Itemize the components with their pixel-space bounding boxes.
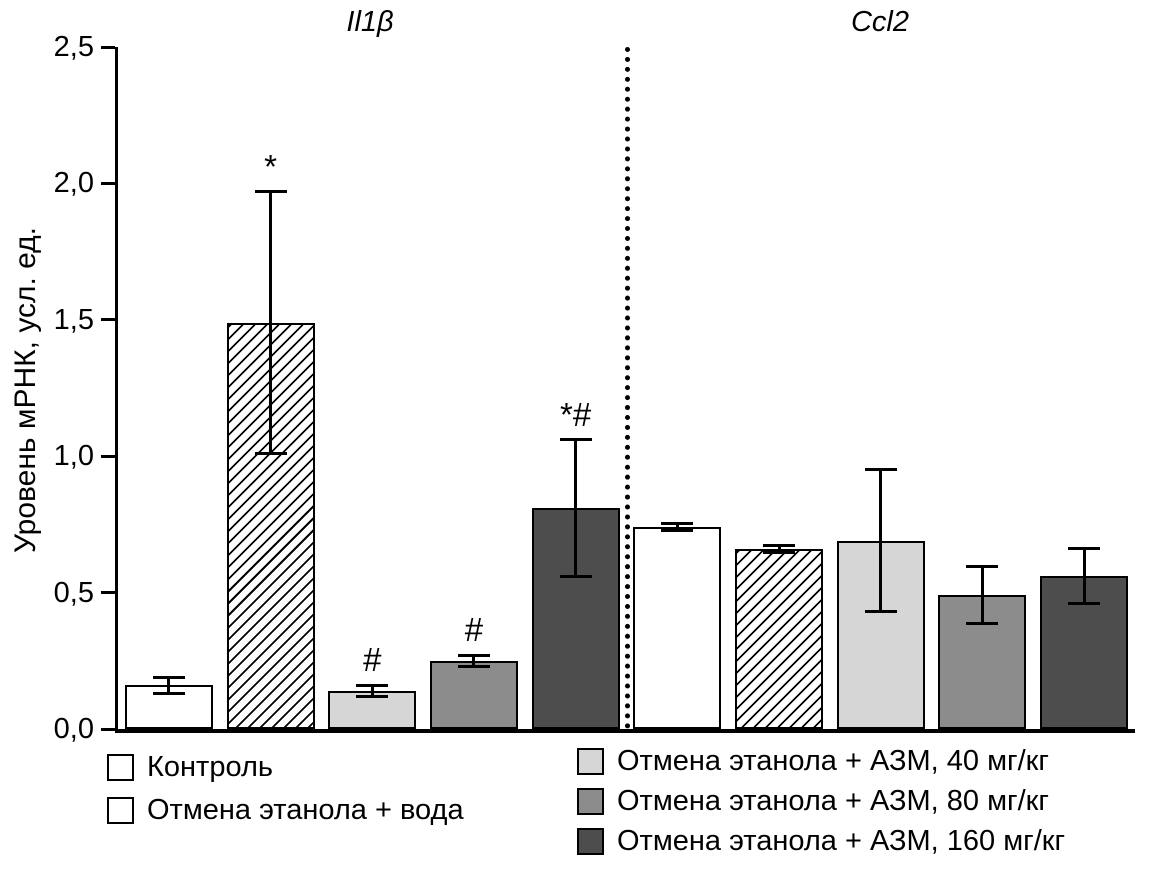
legend-swatch-azm-40	[577, 748, 604, 775]
y-axis-tick-label: 1,5	[53, 303, 94, 336]
significance-annotation: *#	[560, 395, 592, 433]
error-bar-line	[472, 655, 476, 667]
error-bar-cap	[661, 528, 694, 532]
legend-item-azm-40: Отмена этанола + АЗМ, 40 мг/кг	[577, 746, 1065, 777]
group-title-ccl2: Ccl2	[850, 6, 909, 38]
legend-swatch-azm-80	[577, 788, 604, 815]
error-bar-cap	[763, 544, 796, 548]
error-bar-cap	[966, 565, 999, 569]
error-bar-cap	[254, 451, 287, 455]
error-bar-line	[167, 677, 171, 694]
legend-column-right: Отмена этанола + АЗМ, 40 мг/кг Отмена эт…	[577, 746, 1065, 857]
error-bar-line	[777, 545, 781, 553]
significance-annotation: #	[464, 611, 484, 649]
error-bar-cap	[559, 438, 592, 442]
legend-item-control: Контроль	[107, 752, 464, 783]
group-separator-line	[625, 47, 630, 729]
legend-column-left: Контроль Отмена этанола + вода	[107, 752, 464, 826]
legend-swatch-azm-160	[577, 828, 604, 855]
significance-annotation: #	[363, 641, 382, 679]
y-axis-label: Уровень мРНК, усл. ед.	[9, 226, 42, 554]
error-bar-line	[370, 685, 374, 697]
error-bar-cap	[1068, 602, 1101, 606]
y-axis-tick-label: 1,0	[53, 440, 94, 473]
bar	[429, 660, 518, 729]
bar	[735, 548, 824, 729]
y-axis-tick-label: 2,5	[53, 31, 94, 63]
legend-label-azm-160: Отмена этанола + АЗМ, 160 мг/кг	[617, 825, 1066, 857]
error-bar-cap	[966, 622, 999, 626]
error-bar-cap	[864, 610, 897, 614]
error-bar-cap	[152, 675, 185, 679]
error-bar-line	[1082, 548, 1086, 604]
y-axis-tick	[101, 181, 115, 185]
error-bar-cap	[864, 468, 897, 472]
error-bar-cap	[1068, 547, 1101, 551]
error-bar-line	[269, 191, 273, 454]
y-axis-tick-label: 0,0	[53, 713, 94, 745]
legend-item-ethanol-water: Отмена этанола + вода	[107, 795, 464, 826]
error-bar-line	[980, 566, 984, 624]
legend-swatch-ethanol-water	[107, 797, 134, 824]
legend-label-ethanol-water: Отмена этанола + вода	[147, 794, 464, 826]
legend-item-azm-80: Отмена этанола + АЗМ, 80 мг/кг	[577, 786, 1065, 817]
y-axis-tick	[101, 318, 115, 322]
group-title-il1b: Il1β	[346, 6, 394, 38]
error-bar-cap	[254, 190, 287, 194]
legend-label-control: Контроль	[147, 751, 273, 783]
error-bar-cap	[356, 683, 389, 687]
legend-label-azm-40: Отмена этанола + АЗМ, 40 мг/кг	[617, 745, 1049, 777]
error-bar-line	[675, 523, 679, 531]
error-bar-cap	[356, 694, 389, 698]
error-bar-cap	[457, 664, 490, 668]
y-axis-tick	[101, 591, 115, 595]
error-bar-cap	[152, 692, 185, 696]
significance-annotation: *	[264, 147, 277, 185]
legend-swatch-control	[107, 754, 134, 781]
error-bar-cap	[763, 550, 796, 554]
error-bar-cap	[661, 522, 694, 526]
y-axis-tick	[101, 727, 115, 731]
y-axis-tick	[101, 454, 115, 458]
error-bar-line	[879, 469, 883, 612]
legend-label-azm-80: Отмена этанола + АЗМ, 80 мг/кг	[617, 785, 1049, 817]
error-bar-line	[574, 439, 578, 577]
legend-item-azm-160: Отмена этанола + АЗМ, 160 мг/кг	[577, 826, 1065, 857]
error-bar-cap	[457, 653, 490, 657]
plot-area: 0,0 0,5 1,0 1,5 2,0 2,5 * # # *#	[54, 31, 1135, 745]
y-axis-tick	[101, 45, 115, 49]
y-axis-tick-label: 0,5	[53, 576, 94, 609]
y-axis-tick-label: 2,0	[53, 167, 94, 200]
error-bar-cap	[559, 574, 592, 578]
bar	[633, 527, 722, 729]
